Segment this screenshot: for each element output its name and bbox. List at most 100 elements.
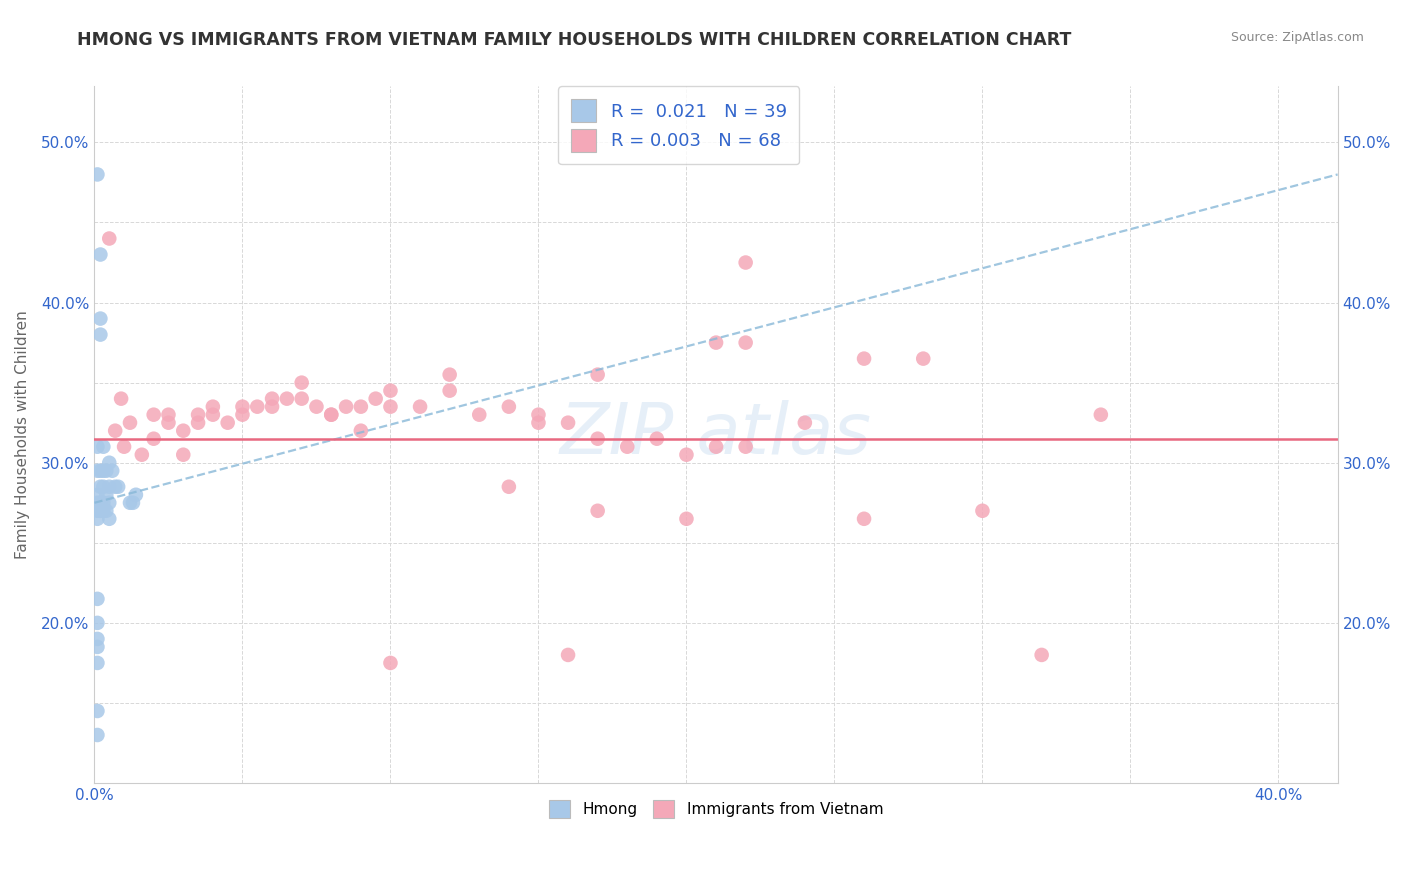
Point [187, 416, 209, 430]
Point [89, 464, 111, 478]
Point [107, 480, 129, 494]
Point [142, 408, 165, 422]
Point [262, 392, 284, 406]
Point [89, 327, 111, 342]
Point [86, 168, 108, 182]
Point [734, 255, 756, 269]
Point [409, 400, 432, 414]
Point [93, 480, 115, 494]
Point [350, 424, 373, 438]
Point [439, 384, 461, 398]
Point [586, 504, 609, 518]
Point [86, 464, 108, 478]
Point [380, 400, 402, 414]
Point [93, 496, 115, 510]
Point [793, 416, 815, 430]
Point [157, 416, 180, 430]
Point [86, 728, 108, 742]
Point [335, 400, 357, 414]
Point [96, 464, 118, 478]
Point [853, 512, 876, 526]
Point [468, 408, 491, 422]
Point [734, 440, 756, 454]
Point [291, 376, 314, 390]
Point [96, 504, 118, 518]
Point [86, 704, 108, 718]
Point [86, 496, 108, 510]
Point [110, 392, 132, 406]
Point [1031, 648, 1053, 662]
Point [98, 512, 121, 526]
Point [972, 504, 994, 518]
Point [704, 335, 727, 350]
Point [734, 335, 756, 350]
Point [305, 400, 328, 414]
Point [86, 656, 108, 670]
Point [172, 424, 194, 438]
Point [98, 496, 121, 510]
Point [96, 488, 118, 502]
Point [262, 400, 284, 414]
Point [86, 512, 108, 526]
Point [675, 448, 697, 462]
Point [201, 408, 224, 422]
Point [125, 488, 148, 502]
Point [89, 480, 111, 494]
Point [93, 464, 115, 478]
Point [439, 368, 461, 382]
Point [86, 615, 108, 630]
Point [98, 231, 121, 245]
Point [86, 591, 108, 606]
Point [86, 632, 108, 646]
Point [498, 480, 520, 494]
Point [557, 416, 579, 430]
Text: Source: ZipAtlas.com: Source: ZipAtlas.com [1230, 31, 1364, 45]
Point [93, 440, 115, 454]
Point [118, 416, 141, 430]
Point [118, 496, 141, 510]
Point [912, 351, 935, 366]
Point [98, 480, 121, 494]
Point [157, 408, 180, 422]
Legend: Hmong, Immigrants from Vietnam: Hmong, Immigrants from Vietnam [543, 794, 889, 824]
Point [616, 440, 638, 454]
Point [89, 504, 111, 518]
Point [291, 392, 314, 406]
Point [98, 456, 121, 470]
Point [276, 392, 298, 406]
Point [364, 392, 387, 406]
Text: ZIP atlas: ZIP atlas [560, 401, 872, 469]
Point [86, 504, 108, 518]
Point [704, 440, 727, 454]
Point [122, 496, 145, 510]
Point [231, 400, 253, 414]
Point [527, 408, 550, 422]
Point [586, 432, 609, 446]
Point [380, 384, 402, 398]
Point [321, 408, 343, 422]
Point [380, 656, 402, 670]
Point [498, 400, 520, 414]
Text: HMONG VS IMMIGRANTS FROM VIETNAM FAMILY HOUSEHOLDS WITH CHILDREN CORRELATION CHA: HMONG VS IMMIGRANTS FROM VIETNAM FAMILY … [77, 31, 1071, 49]
Point [231, 408, 253, 422]
Point [1090, 408, 1112, 422]
Point [527, 416, 550, 430]
Point [645, 432, 668, 446]
Point [89, 311, 111, 326]
Point [104, 480, 127, 494]
Point [104, 424, 127, 438]
Point [187, 408, 209, 422]
Point [321, 408, 343, 422]
Point [93, 504, 115, 518]
Point [675, 512, 697, 526]
Point [217, 416, 239, 430]
Point [350, 400, 373, 414]
Point [172, 448, 194, 462]
Point [557, 648, 579, 662]
Y-axis label: Family Households with Children: Family Households with Children [15, 310, 30, 559]
Point [89, 496, 111, 510]
Point [112, 440, 135, 454]
Point [586, 368, 609, 382]
Point [86, 488, 108, 502]
Point [89, 247, 111, 261]
